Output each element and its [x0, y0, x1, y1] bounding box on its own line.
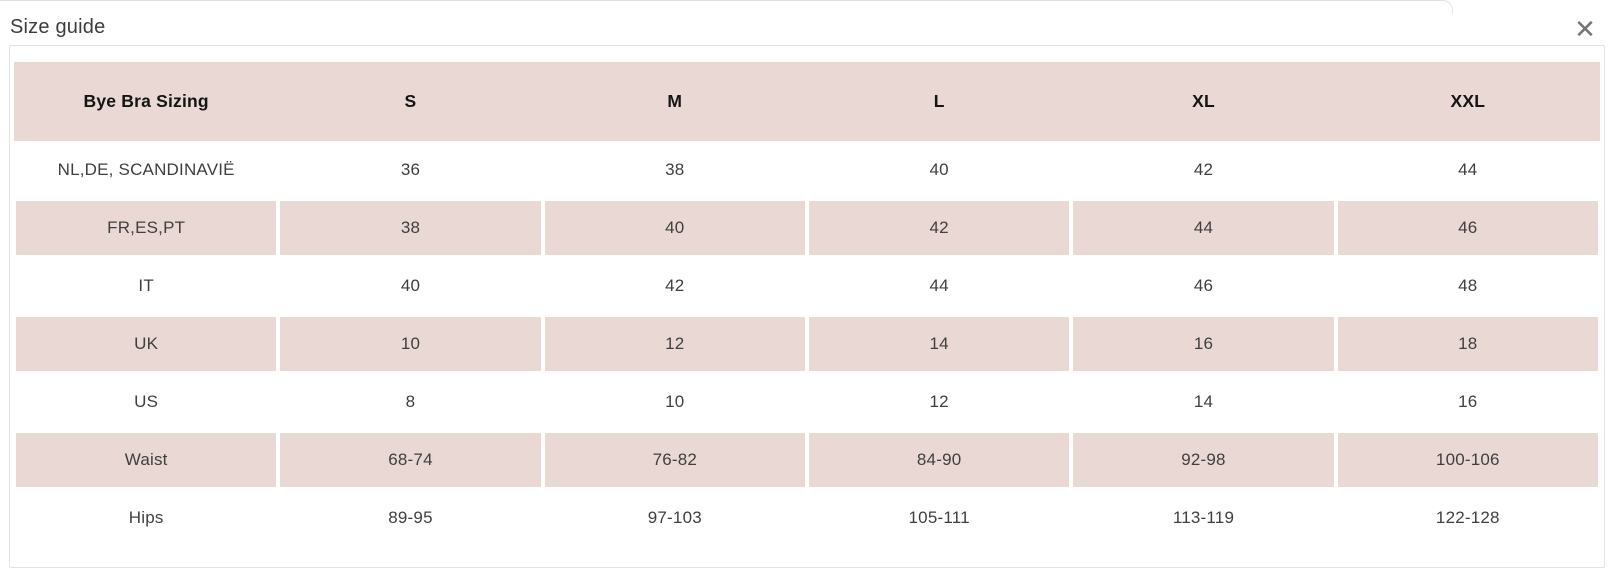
- table-row: FR,ES,PT 38 40 42 44 46: [14, 199, 1600, 257]
- table-row: Hips 89-95 97-103 105-111 113-119 122-128: [14, 489, 1600, 547]
- table-row: NL,DE, SCANDINAVIË 36 38 40 42 44: [14, 141, 1600, 199]
- table-row: US 8 10 12 14 16: [14, 373, 1600, 431]
- size-cell: 14: [806, 315, 1072, 373]
- row-label: Hips: [14, 489, 279, 547]
- size-table-header-row: Bye Bra Sizing S M L XL XXL: [14, 62, 1600, 141]
- size-cell: 8: [278, 373, 543, 431]
- size-cell: 113-119: [1071, 489, 1336, 547]
- size-cell: 36: [278, 141, 543, 199]
- size-cell: 68-74: [278, 431, 543, 489]
- size-cell: 44: [1335, 141, 1600, 199]
- table-row: Waist 68-74 76-82 84-90 92-98 100-106: [14, 431, 1600, 489]
- row-label: IT: [14, 257, 279, 315]
- table-row: IT 40 42 44 46 48: [14, 257, 1600, 315]
- size-cell: 38: [278, 199, 543, 257]
- size-cell: 12: [542, 315, 807, 373]
- size-cell: 16: [1335, 373, 1600, 431]
- row-label: Waist: [14, 431, 279, 489]
- column-header: S: [278, 62, 543, 141]
- size-cell: 10: [278, 315, 543, 373]
- column-header: Bye Bra Sizing: [14, 62, 279, 141]
- row-label: UK: [14, 315, 279, 373]
- page-edge-divider: [0, 0, 1453, 14]
- row-label: NL,DE, SCANDINAVIË: [14, 141, 279, 199]
- size-guide-modal-title: Size guide: [10, 16, 106, 38]
- size-cell: 10: [542, 373, 807, 431]
- size-cell: 42: [1071, 141, 1336, 199]
- size-guide-panel: Bye Bra Sizing S M L XL XXL NL,DE, SCANDINAVI…: [9, 45, 1605, 568]
- size-cell: 76-82: [542, 431, 807, 489]
- size-cell: 16: [1071, 315, 1336, 373]
- size-cell: 40: [806, 141, 1072, 199]
- size-cell: 14: [1071, 373, 1336, 431]
- table-row: UK 10 12 14 16 18: [14, 315, 1600, 373]
- column-header: M: [542, 62, 807, 141]
- size-cell: 89-95: [278, 489, 543, 547]
- size-cell: 105-111: [806, 489, 1072, 547]
- column-header: XL: [1071, 62, 1336, 141]
- size-cell: 12: [806, 373, 1072, 431]
- size-cell: 42: [806, 199, 1072, 257]
- size-cell: 122-128: [1335, 489, 1600, 547]
- size-cell: 40: [278, 257, 543, 315]
- close-icon[interactable]: ✕: [1567, 12, 1603, 48]
- size-guide-table: Bye Bra Sizing S M L XL XXL NL,DE, SCANDINAVI…: [14, 62, 1600, 547]
- column-header: L: [806, 62, 1072, 141]
- size-cell: 100-106: [1335, 431, 1600, 489]
- column-header: XXL: [1335, 62, 1600, 141]
- size-cell: 92-98: [1071, 431, 1336, 489]
- row-label: US: [14, 373, 279, 431]
- size-cell: 97-103: [542, 489, 807, 547]
- size-cell: 48: [1335, 257, 1600, 315]
- row-label: FR,ES,PT: [14, 199, 279, 257]
- size-cell: 46: [1071, 257, 1336, 315]
- size-cell: 40: [542, 199, 807, 257]
- size-cell: 38: [542, 141, 807, 199]
- size-cell: 84-90: [806, 431, 1072, 489]
- size-cell: 44: [806, 257, 1072, 315]
- size-cell: 44: [1071, 199, 1336, 257]
- size-cell: 18: [1335, 315, 1600, 373]
- size-cell: 46: [1335, 199, 1600, 257]
- size-cell: 42: [542, 257, 807, 315]
